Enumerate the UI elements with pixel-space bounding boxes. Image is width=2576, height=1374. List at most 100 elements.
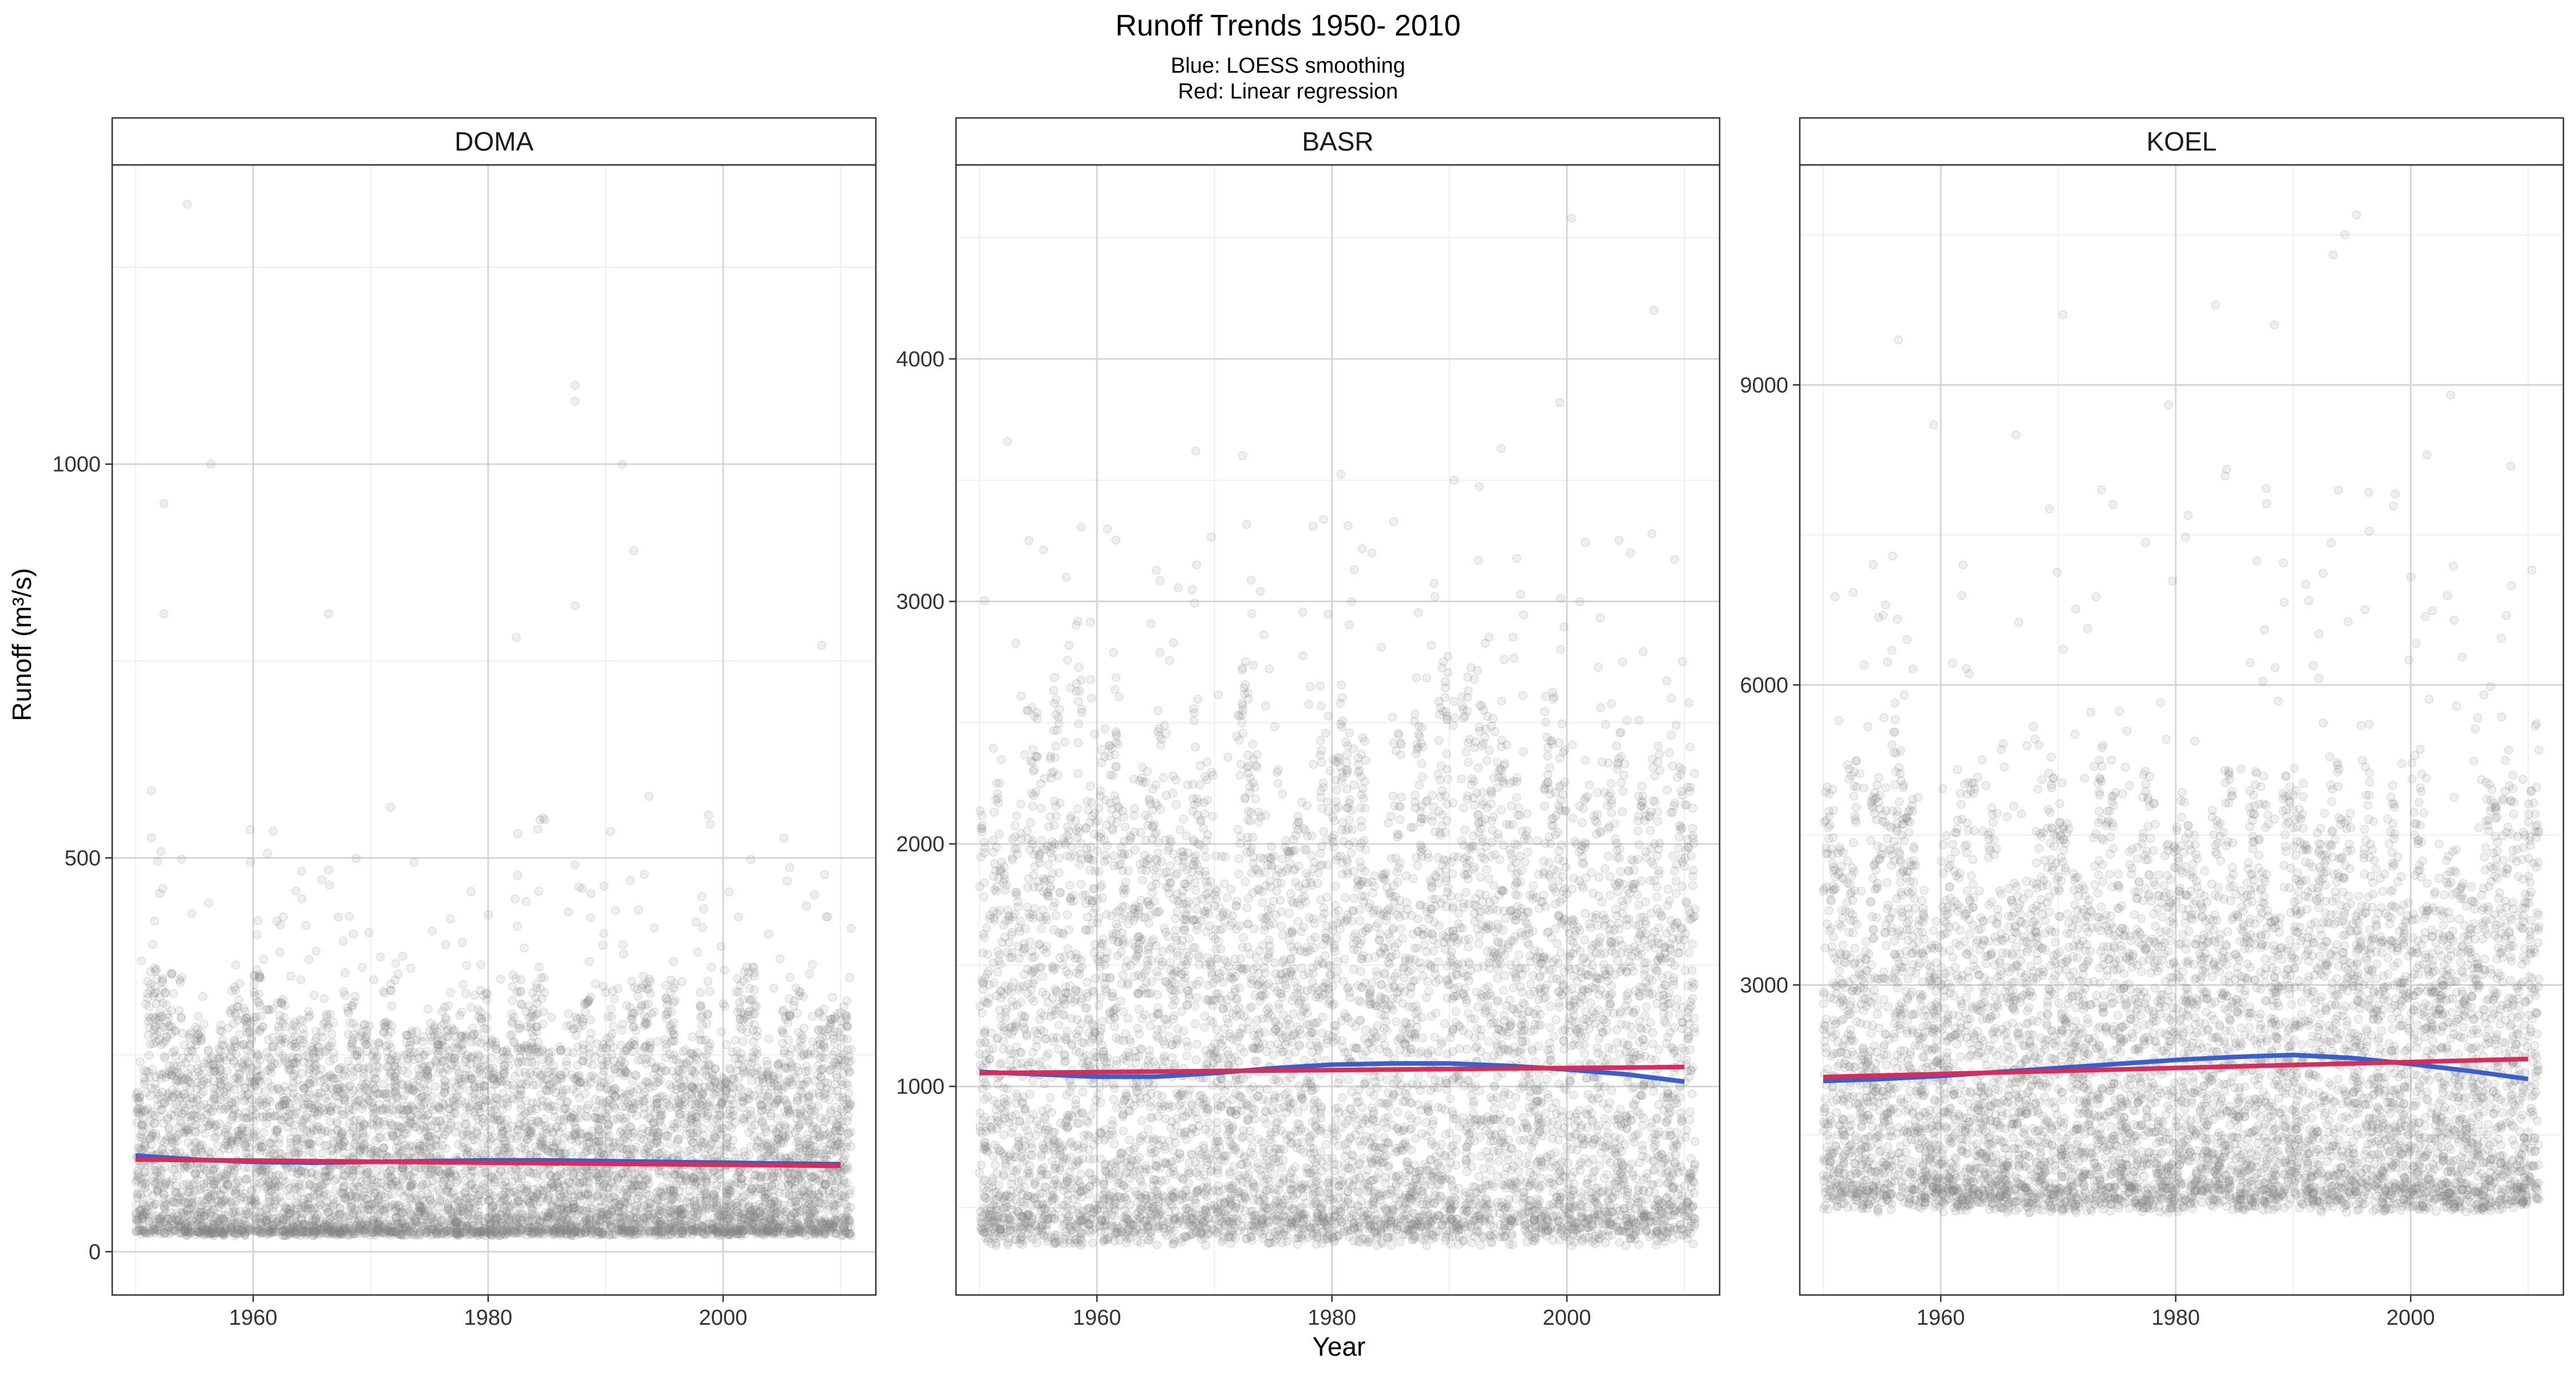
data-point — [274, 1048, 284, 1057]
data-point — [598, 941, 608, 950]
data-point — [355, 1055, 365, 1064]
data-point — [140, 1179, 150, 1189]
data-point — [484, 1175, 493, 1184]
data-point — [475, 1088, 484, 1098]
data-point — [279, 1013, 289, 1022]
data-point — [462, 961, 471, 970]
data-point — [357, 1191, 367, 1200]
data-point — [264, 1190, 274, 1199]
data-point — [450, 1057, 460, 1067]
data-point — [341, 968, 350, 978]
data-point — [373, 1039, 383, 1048]
data-point — [439, 1019, 449, 1028]
data-point — [570, 860, 580, 870]
data-point — [606, 1205, 615, 1214]
data-point — [616, 1068, 626, 1077]
data-point — [427, 1225, 437, 1234]
data-point — [141, 1076, 150, 1086]
data-point — [141, 1229, 151, 1238]
data-point — [132, 1214, 141, 1223]
data-point — [437, 1215, 447, 1225]
data-point — [276, 1086, 285, 1096]
data-point — [139, 1210, 148, 1219]
data-point — [472, 1037, 481, 1047]
data-point — [132, 1201, 141, 1210]
data-point — [137, 1120, 147, 1130]
data-point — [390, 1207, 400, 1216]
data-point — [617, 1228, 627, 1238]
data-point — [500, 1172, 509, 1181]
data-point — [133, 1216, 143, 1225]
data-point — [318, 1148, 327, 1158]
data-point — [156, 847, 165, 856]
data-point — [137, 1105, 147, 1115]
data-point — [467, 1180, 476, 1189]
data-point — [250, 1194, 259, 1204]
data-point — [532, 1200, 542, 1210]
data-point — [473, 1231, 483, 1240]
data-point — [578, 1051, 588, 1060]
data-point — [136, 1130, 146, 1139]
data-point — [259, 1022, 268, 1032]
data-point — [478, 1114, 488, 1123]
data-point — [437, 1120, 447, 1130]
data-point — [416, 1125, 425, 1135]
data-point — [297, 1150, 307, 1160]
data-point — [311, 946, 321, 956]
data-point — [157, 1136, 167, 1146]
data-point — [605, 1144, 615, 1154]
data-point — [594, 1171, 603, 1181]
data-point — [341, 990, 350, 1000]
data-point — [238, 1132, 247, 1142]
data-point — [590, 1073, 599, 1083]
data-point — [145, 1091, 155, 1100]
data-point — [562, 1060, 571, 1070]
data-point — [349, 1018, 358, 1028]
data-point — [179, 1128, 188, 1138]
data-point — [524, 1077, 533, 1086]
data-point — [347, 1211, 357, 1220]
data-point — [331, 1174, 341, 1184]
data-point — [545, 1104, 554, 1114]
data-point — [241, 1083, 250, 1092]
data-point — [137, 1213, 147, 1222]
data-point — [262, 1005, 271, 1014]
data-point — [496, 974, 505, 984]
data-point — [240, 1007, 250, 1016]
data-point — [379, 1079, 388, 1089]
data-point — [393, 969, 402, 979]
data-point — [555, 1217, 564, 1227]
data-point — [425, 1073, 435, 1083]
data-point — [143, 1104, 152, 1114]
data-point — [199, 1087, 208, 1096]
data-point — [349, 1030, 358, 1040]
data-point — [425, 1061, 434, 1071]
data-point — [546, 1180, 556, 1189]
data-point — [198, 992, 208, 1001]
data-point — [291, 1022, 301, 1032]
data-point — [136, 1211, 145, 1220]
data-point — [381, 1018, 390, 1028]
data-point — [317, 1065, 326, 1074]
data-point — [402, 1227, 412, 1237]
data-point — [215, 1055, 225, 1064]
data-point — [324, 866, 333, 875]
data-point — [169, 1226, 178, 1235]
data-point — [358, 962, 367, 972]
data-point — [199, 1019, 209, 1029]
data-point — [594, 1127, 603, 1136]
data-point — [534, 887, 544, 896]
data-point — [350, 992, 359, 1001]
data-point — [346, 1042, 355, 1052]
data-point — [243, 1174, 252, 1183]
data-point — [178, 1109, 188, 1118]
data-point — [135, 1218, 144, 1227]
data-point — [369, 1079, 378, 1089]
data-point — [268, 1203, 278, 1212]
data-point — [398, 951, 408, 961]
data-point — [568, 1084, 578, 1093]
data-point — [145, 1014, 155, 1024]
data-point — [200, 1128, 210, 1138]
data-point — [141, 1205, 151, 1214]
